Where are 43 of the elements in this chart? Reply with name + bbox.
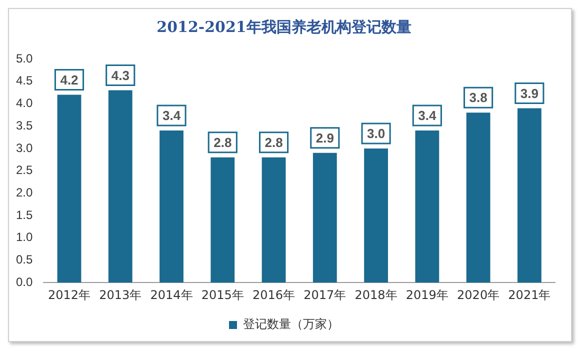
bar: [415, 130, 440, 283]
chart-title: 2012-2021年我国养老机构登记数量: [156, 18, 412, 36]
y-tick-label: 5.0: [16, 51, 33, 66]
bar: [517, 108, 542, 283]
y-tick-label: 0.0: [16, 274, 33, 289]
y-tick-label: 0.5: [16, 252, 33, 267]
text: 2.8: [264, 134, 283, 150]
text: 4.3: [111, 68, 130, 83]
bar: [57, 94, 82, 283]
bar: [364, 148, 388, 283]
legend-label: 登记数量（万家）: [243, 317, 339, 332]
x-tick-label: 2016年: [252, 288, 296, 302]
y-tick-label: 2.0: [16, 185, 33, 200]
x-tick-label: 2017年: [304, 288, 346, 302]
text: 2.9: [316, 130, 334, 146]
y-tick-label: 3.5: [16, 118, 33, 132]
y-tick-label: 4.5: [16, 74, 33, 88]
bar: [312, 152, 337, 283]
bar: [160, 130, 184, 283]
bar: [108, 90, 132, 283]
text: 4.2: [60, 72, 78, 88]
text: 3.0: [367, 126, 386, 142]
x-tick-label: 2012年: [48, 288, 91, 302]
bar: [210, 157, 235, 283]
y-tick-label: 3.0: [16, 140, 33, 155]
x-tick-label: 2021年: [508, 288, 551, 302]
y-tick-label: 1.5: [16, 208, 33, 222]
text: 3.8: [469, 90, 488, 106]
bar: [262, 157, 286, 283]
text: 3.9: [520, 86, 538, 101]
text: 3.4: [418, 108, 436, 124]
x-tick-label: 2014年: [150, 288, 193, 302]
y-tick-label: 1.0: [16, 230, 33, 244]
text: 2.8: [214, 134, 232, 150]
x-tick-label: 2020年: [457, 288, 500, 302]
x-tick-label: 2015年: [201, 288, 244, 302]
y-tick-label: 2.5: [16, 163, 33, 178]
bar: [466, 112, 490, 283]
y-tick-label: 4.0: [16, 96, 33, 110]
x-tick-label: 2019年: [406, 288, 448, 302]
text: 3.4: [162, 108, 181, 124]
x-tick-label: 2013年: [99, 288, 142, 302]
x-tick-label: 2018年: [354, 288, 398, 302]
